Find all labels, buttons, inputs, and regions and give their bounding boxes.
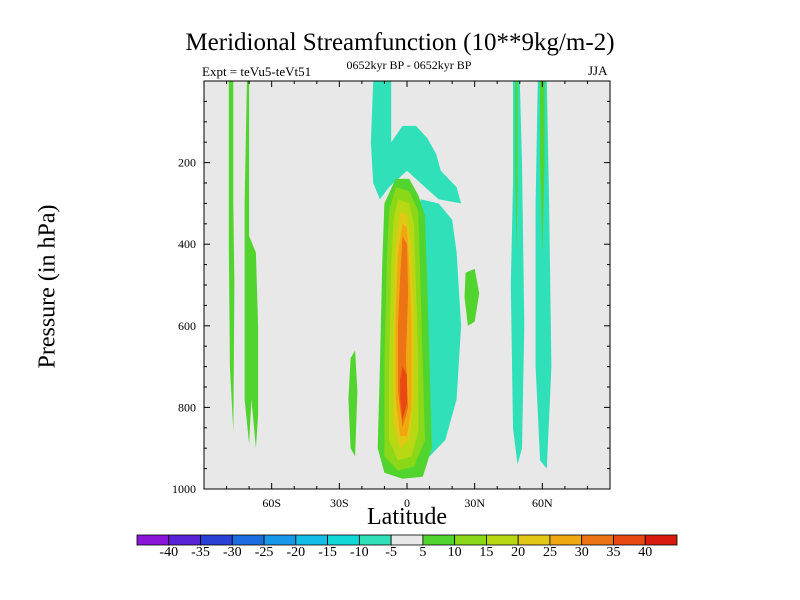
colorbar-swatch <box>358 534 392 546</box>
colorbar-swatch <box>644 534 678 546</box>
colorbar-level-label: 15 <box>479 545 494 560</box>
green-col-60n <box>540 81 545 253</box>
season-label: JJA <box>588 63 608 78</box>
y-tick-label: 1000 <box>172 482 196 496</box>
chart-title: Meridional Streamfunction (10**9kg/m-2) <box>185 29 615 56</box>
x-tick-label: 60N <box>532 496 553 510</box>
colorbar-swatch <box>231 534 265 546</box>
chart-subtitle: 0652kyr BP - 0652kyr BP <box>346 58 472 72</box>
colorbar-swatch <box>581 534 614 546</box>
y-tick-label: 600 <box>178 319 196 333</box>
colorbar-swatch <box>200 534 233 546</box>
colorbar-level-label: 35 <box>606 545 621 560</box>
teal-upper-band <box>370 81 462 204</box>
warm-core <box>400 366 407 420</box>
colorbar-level-label: -35 <box>191 545 210 560</box>
colorbar-level-label: 5 <box>419 545 427 560</box>
colorbar-swatch <box>390 534 424 546</box>
colorbar-swatch <box>263 534 297 546</box>
green-strip-b <box>244 81 259 449</box>
green-col-45n <box>515 81 518 253</box>
colorbar-level-label: -25 <box>254 545 274 560</box>
y-tick-label: 200 <box>178 156 196 170</box>
colorbar-swatch <box>295 534 328 546</box>
axes: 60S 30S 0 30N 60N 200 400 600 800 1000 <box>172 80 611 510</box>
colorbar-swatch <box>136 534 170 546</box>
x-tick-label: 0 <box>404 496 410 510</box>
x-tick-label: 60S <box>262 496 281 510</box>
colorbar-level-label: 30 <box>574 545 589 560</box>
colorbar-swatch <box>327 534 360 546</box>
green-patch-30n <box>464 268 480 326</box>
green-strip-a <box>228 81 235 432</box>
colorbar-level-label: -30 <box>222 545 242 560</box>
colorbar-level-label: -15 <box>318 545 337 560</box>
y-tick-label: 400 <box>178 237 196 251</box>
x-axis-label: Latitude <box>367 504 447 530</box>
colorbar-level-label: -40 <box>159 545 179 560</box>
experiment-label: Expt = teVu5-teVt51 <box>202 64 312 79</box>
colorbar-swatch <box>422 534 456 546</box>
colorbar-swatch <box>549 534 583 546</box>
teal-col-45n <box>510 81 525 465</box>
colorbar-level-label: 25 <box>542 545 557 560</box>
colorbar-swatch <box>168 534 201 546</box>
colorbar-level-label: 40 <box>638 545 653 560</box>
contour-fields <box>228 81 552 479</box>
x-tick-label: 30N <box>464 496 485 510</box>
colorbar <box>136 534 678 546</box>
colorbar-level-label: 10 <box>447 545 462 560</box>
colorbar-level-label: -5 <box>385 545 397 560</box>
colorbar-swatch <box>613 534 646 546</box>
colorbar-swatch <box>517 534 551 546</box>
y-tick-label: 800 <box>178 400 196 414</box>
teal-col-60n <box>535 81 552 469</box>
colorbar-level-label: -10 <box>350 545 369 560</box>
colorbar-level-label: -20 <box>286 545 306 560</box>
x-tick-label: 30S <box>330 496 349 510</box>
green-blob-mid <box>348 350 358 457</box>
colorbar-swatch <box>486 534 519 546</box>
colorbar-level-label: 20 <box>511 545 526 560</box>
colorbar-swatch <box>454 534 487 546</box>
